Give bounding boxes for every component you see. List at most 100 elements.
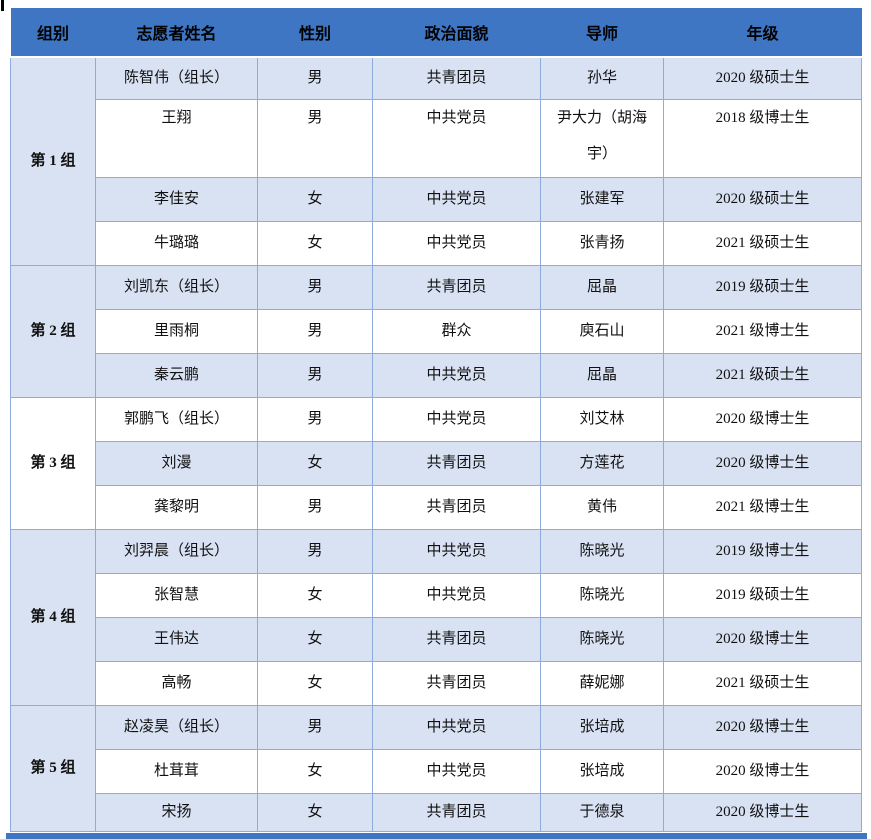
political-status-cell: 共青团员 bbox=[372, 264, 541, 310]
political-status-cell: 中共党员 bbox=[372, 176, 541, 222]
gender-cell: 女 bbox=[257, 220, 373, 266]
name-cell: 陈智伟（组长） bbox=[95, 56, 258, 100]
table-row: 杜茸茸 女 中共党员 张培成 2020 级博士生 bbox=[11, 748, 862, 794]
gender-cell: 女 bbox=[257, 572, 373, 618]
table-row: 第 2 组 刘凯东（组长） 男 共青团员 屈晶 2019 级硕士生 bbox=[10, 264, 862, 398]
mentor-cell: 陈晓光 bbox=[540, 616, 664, 662]
table-row: 刘漫 女 共青团员 方莲花 2020 级博士生 bbox=[11, 440, 862, 486]
political-status-cell: 共青团员 bbox=[372, 792, 541, 832]
political-status-cell: 中共党员 bbox=[372, 220, 541, 266]
gender-cell: 男 bbox=[257, 56, 373, 100]
table-row: 第 5 组 赵凌昊（组长） 男 中共党员 张培成 2020 级博士生 bbox=[10, 704, 862, 832]
grade-cell: 2021 级博士生 bbox=[663, 484, 862, 530]
grade-cell: 2020 级硕士生 bbox=[663, 56, 862, 100]
gender-cell: 女 bbox=[257, 748, 373, 794]
mentor-cell: 庾石山 bbox=[540, 308, 664, 354]
gender-cell: 男 bbox=[257, 528, 373, 574]
grade-cell: 2019 级硕士生 bbox=[663, 572, 862, 618]
table-row: 张智慧 女 中共党员 陈晓光 2019 级硕士生 bbox=[11, 572, 862, 618]
volunteer-roster-table: 组别 志愿者姓名 性别 政治面貌 导师 年级 第 1 组 陈智伟（组长） 男 共… bbox=[10, 8, 862, 832]
political-status-cell: 中共党员 bbox=[372, 396, 541, 442]
political-status-cell: 共青团员 bbox=[372, 56, 541, 100]
table-row: 秦云鹏 男 中共党员 屈晶 2021 级硕士生 bbox=[11, 352, 862, 398]
group-cell: 第 5 组 bbox=[10, 704, 96, 832]
gender-cell: 女 bbox=[257, 440, 373, 486]
gender-cell: 女 bbox=[257, 792, 373, 832]
mentor-cell: 于德泉 bbox=[540, 792, 664, 832]
mentor-cell: 孙华 bbox=[540, 56, 664, 100]
grade-cell: 2020 级博士生 bbox=[663, 396, 862, 442]
mentor-cell: 屈晶 bbox=[540, 352, 664, 398]
name-cell: 王翔 bbox=[95, 98, 258, 178]
group-cell: 第 3 组 bbox=[10, 396, 96, 530]
gender-cell: 男 bbox=[257, 352, 373, 398]
name-cell: 秦云鹏 bbox=[95, 352, 258, 398]
name-cell: 刘羿晨（组长） bbox=[95, 528, 258, 574]
grade-cell: 2020 级博士生 bbox=[663, 440, 862, 486]
table-row: 宋扬 女 共青团员 于德泉 2020 级博士生 bbox=[11, 792, 862, 832]
grade-cell: 2021 级博士生 bbox=[663, 308, 862, 354]
grade-cell: 2020 级硕士生 bbox=[663, 176, 862, 222]
grade-cell: 2020 级博士生 bbox=[663, 616, 862, 662]
political-status-cell: 中共党员 bbox=[372, 704, 541, 750]
political-status-cell: 共青团员 bbox=[372, 484, 541, 530]
table-row: 第 4 组 刘羿晨（组长） 男 中共党员 陈晓光 2019 级博士生 bbox=[10, 528, 862, 706]
grade-cell: 2018 级博士生 bbox=[663, 98, 862, 178]
political-status-cell: 中共党员 bbox=[372, 748, 541, 794]
gender-cell: 男 bbox=[257, 704, 373, 750]
gender-cell: 男 bbox=[257, 264, 373, 310]
grade-cell: 2021 级硕士生 bbox=[663, 352, 862, 398]
mentor-cell: 张培成 bbox=[540, 748, 664, 794]
table-row: 王翔 男 中共党员 尹大力（胡海宇） 2018 级博士生 bbox=[11, 98, 862, 178]
table-row: 牛璐璐 女 中共党员 张青扬 2021 级硕士生 bbox=[11, 220, 862, 266]
grade-cell: 2021 级硕士生 bbox=[663, 660, 862, 706]
name-cell: 宋扬 bbox=[95, 792, 258, 832]
political-status-cell: 共青团员 bbox=[372, 616, 541, 662]
mentor-cell: 陈晓光 bbox=[540, 572, 664, 618]
name-cell: 龚黎明 bbox=[95, 484, 258, 530]
group-cell: 第 4 组 bbox=[10, 528, 96, 706]
name-cell: 李佳安 bbox=[95, 176, 258, 222]
mentor-cell: 屈晶 bbox=[540, 264, 664, 310]
header-grade: 年级 bbox=[663, 8, 862, 58]
name-cell: 郭鹏飞（组长） bbox=[95, 396, 258, 442]
header-gender: 性别 bbox=[257, 8, 373, 58]
header-row: 组别 志愿者姓名 性别 政治面貌 导师 年级 bbox=[10, 8, 862, 58]
political-status-cell: 中共党员 bbox=[372, 98, 541, 178]
gender-cell: 男 bbox=[257, 308, 373, 354]
gender-cell: 男 bbox=[257, 396, 373, 442]
gender-cell: 女 bbox=[257, 176, 373, 222]
table-row: 王伟达 女 共青团员 陈晓光 2020 级博士生 bbox=[11, 616, 862, 662]
header-mentor: 导师 bbox=[540, 8, 664, 58]
name-cell: 赵凌昊（组长） bbox=[95, 704, 258, 750]
grade-cell: 2021 级硕士生 bbox=[663, 220, 862, 266]
grade-cell: 2020 级博士生 bbox=[663, 704, 862, 750]
name-cell: 王伟达 bbox=[95, 616, 258, 662]
grade-cell: 2020 级博士生 bbox=[663, 748, 862, 794]
header-political-status: 政治面貌 bbox=[372, 8, 541, 58]
gender-cell: 男 bbox=[257, 98, 373, 178]
name-cell: 高畅 bbox=[95, 660, 258, 706]
name-cell: 刘漫 bbox=[95, 440, 258, 486]
name-cell: 里雨桐 bbox=[95, 308, 258, 354]
mentor-cell: 方莲花 bbox=[540, 440, 664, 486]
name-cell: 牛璐璐 bbox=[95, 220, 258, 266]
political-status-cell: 共青团员 bbox=[372, 660, 541, 706]
political-status-cell: 中共党员 bbox=[372, 572, 541, 618]
political-status-cell: 中共党员 bbox=[372, 352, 541, 398]
header-group: 组别 bbox=[10, 8, 96, 58]
table-row: 里雨桐 男 群众 庾石山 2021 级博士生 bbox=[11, 308, 862, 354]
political-status-cell: 群众 bbox=[372, 308, 541, 354]
mentor-cell: 张建军 bbox=[540, 176, 664, 222]
table-row: 李佳安 女 中共党员 张建军 2020 级硕士生 bbox=[11, 176, 862, 222]
gender-cell: 女 bbox=[257, 660, 373, 706]
grade-cell: 2019 级博士生 bbox=[663, 528, 862, 574]
name-cell: 张智慧 bbox=[95, 572, 258, 618]
name-cell: 杜茸茸 bbox=[95, 748, 258, 794]
header-volunteer-name: 志愿者姓名 bbox=[95, 8, 258, 58]
bottom-blue-bar bbox=[6, 833, 867, 839]
group-cell: 第 1 组 bbox=[10, 56, 96, 266]
political-status-cell: 共青团员 bbox=[372, 440, 541, 486]
grade-cell: 2019 级硕士生 bbox=[663, 264, 862, 310]
gender-cell: 女 bbox=[257, 616, 373, 662]
